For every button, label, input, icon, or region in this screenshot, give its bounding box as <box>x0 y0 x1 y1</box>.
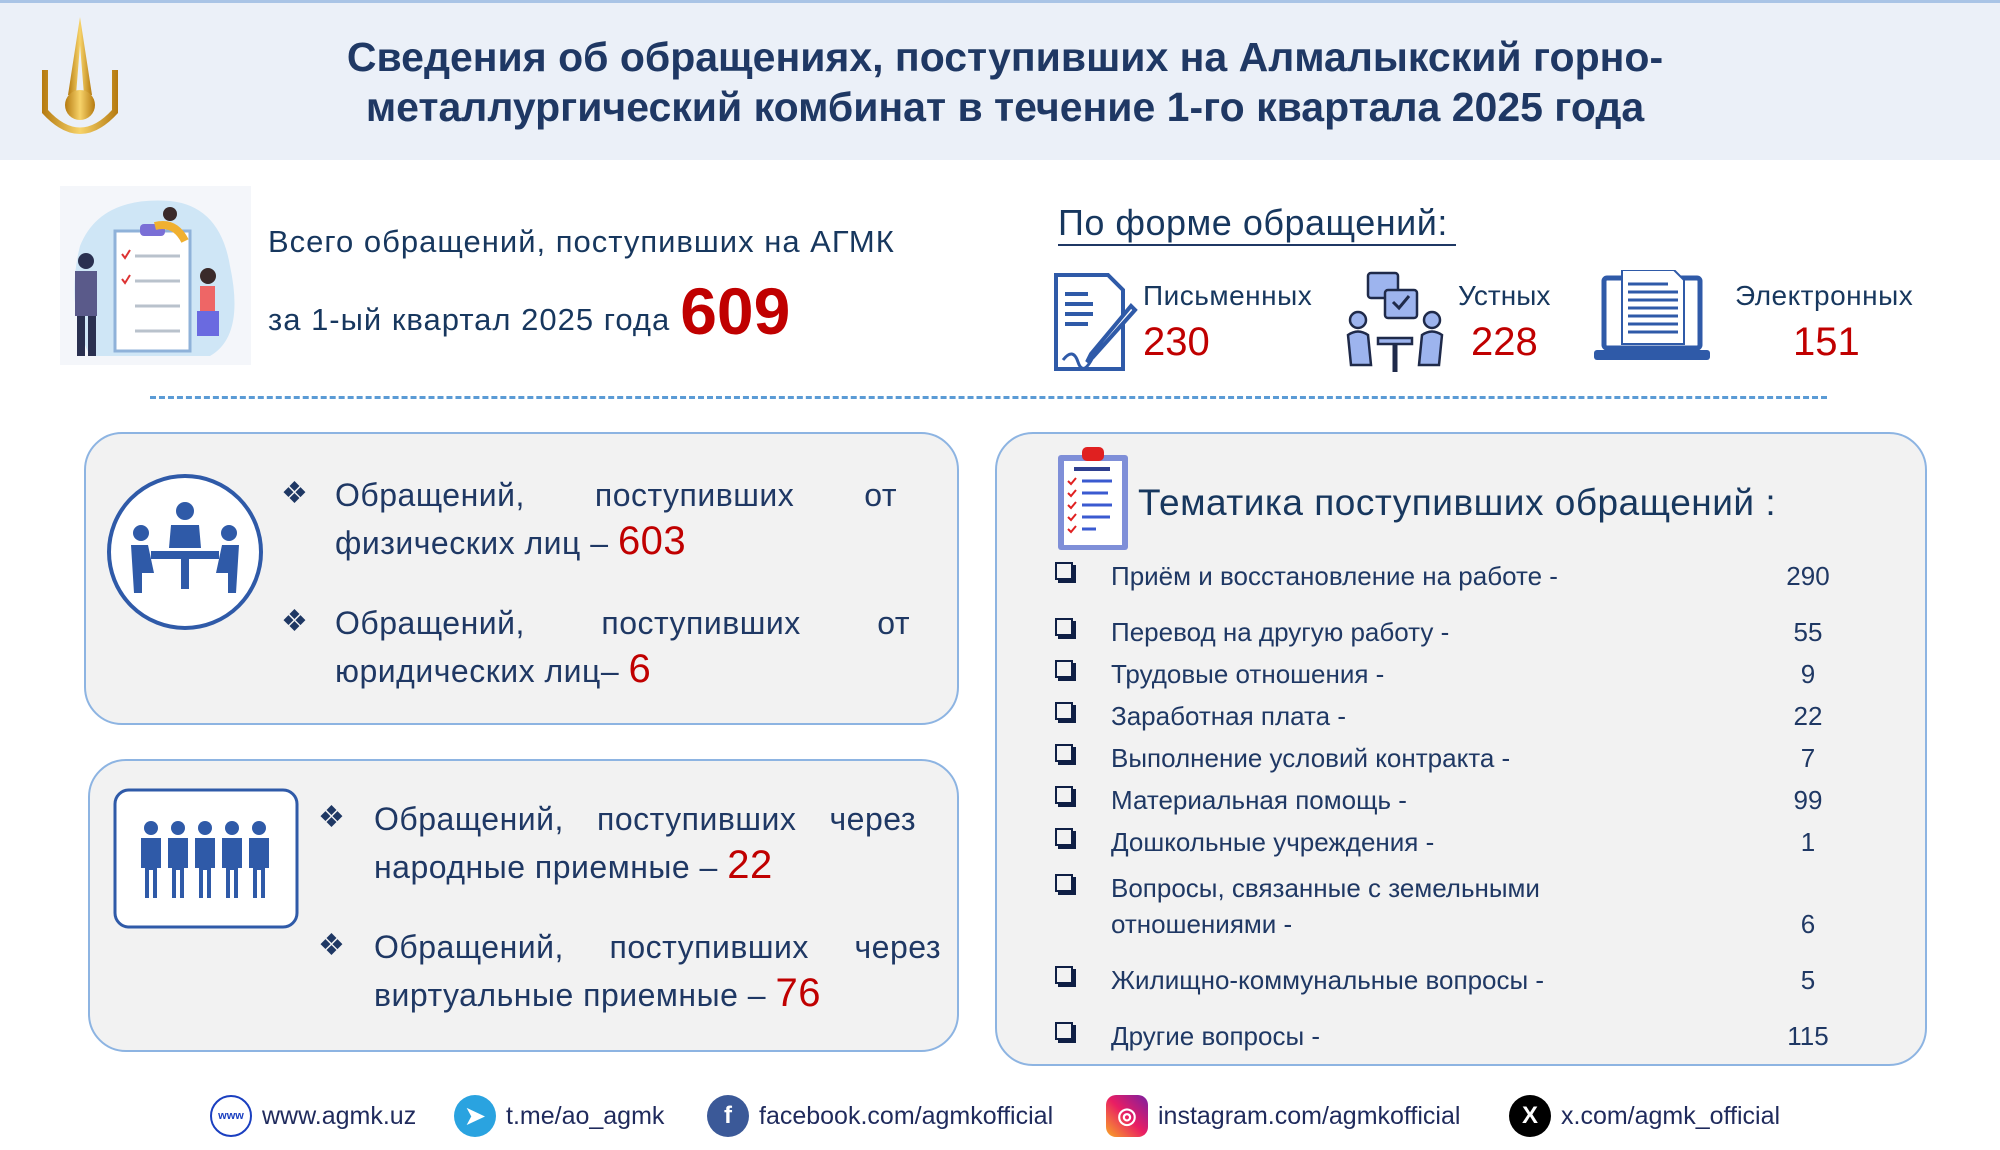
topic-label: Перевод на другую работу - <box>1111 617 1450 647</box>
topic-value: 290 <box>1786 561 1830 591</box>
topic-value: 99 <box>1793 785 1823 815</box>
topics-panel <box>995 432 1927 1066</box>
footer-link-facebook[interactable]: f facebook.com/agmkofficial <box>707 1095 1054 1137</box>
bullet-icon: ❖ <box>281 605 308 638</box>
form-written-label: Письменных <box>1143 280 1313 311</box>
meeting-dialog-icon <box>1346 271 1444 372</box>
legal-entities-line2: юридических лиц– <box>335 653 629 689</box>
public-reception-line1: Обращений, поступивших через <box>374 801 916 837</box>
form-oral-label: Устных <box>1458 280 1551 311</box>
laptop-document-icon <box>1594 270 1710 360</box>
by-form-title: По форме обращений: <box>1058 202 1456 246</box>
agmk-logo-icon <box>42 17 118 134</box>
checklist-people-illustration <box>60 186 251 365</box>
form-electronic-value: 151 <box>1793 320 1860 364</box>
footer-link-website[interactable]: www www.agmk.uz <box>210 1095 417 1137</box>
topic-value: 1 <box>1800 827 1816 857</box>
topic-value: 7 <box>1800 743 1816 773</box>
meeting-circle-icon <box>107 474 263 630</box>
title-line-1: Сведения об обращениях, поступивших на А… <box>346 34 1664 80</box>
footer-link-instagram[interactable]: ◎ instagram.com/agmkofficial <box>1106 1095 1461 1137</box>
checkbox-icon <box>1055 786 1073 804</box>
topic-label: Материальная помощь - <box>1111 785 1407 815</box>
legal-entities-value: 6 <box>628 647 652 691</box>
topic-value: 55 <box>1793 617 1823 647</box>
telegram-icon: ➤ <box>454 1095 496 1137</box>
topic-label: Другие вопросы - <box>1111 1021 1321 1051</box>
footer-link-text: instagram.com/agmkofficial <box>1158 1101 1461 1130</box>
checkbox-icon <box>1055 702 1073 720</box>
total-value: 609 <box>680 274 791 348</box>
virtual-reception-line1: Обращений, поступивших через <box>374 929 941 965</box>
title-line-2: металлургический комбинат в течение 1-го… <box>365 84 1645 130</box>
legal-entities-line1: Обращений, поступивших от <box>335 605 910 641</box>
individuals-line2: физических лиц – <box>335 525 618 561</box>
individuals-line1: Обращений, поступивших от <box>335 477 897 513</box>
footer-link-text: x.com/agmk_official <box>1561 1101 1781 1130</box>
topic-value: 22 <box>1793 701 1823 731</box>
topic-label: Выполнение условий контракта - <box>1111 743 1511 773</box>
checkbox-icon <box>1055 744 1073 762</box>
topic-label: Приём и восстановление на работе - <box>1111 561 1558 591</box>
instagram-icon: ◎ <box>1106 1095 1148 1137</box>
topic-value: 9 <box>1800 659 1816 689</box>
footer-link-telegram[interactable]: ➤ t.me/ao_agmk <box>454 1095 665 1137</box>
topic-value: 6 <box>1800 909 1816 939</box>
public-reception-value: 22 <box>727 843 773 887</box>
topic-label: Заработная плата - <box>1111 701 1346 731</box>
checkbox-icon <box>1055 828 1073 846</box>
applicant-type-panel <box>84 432 959 725</box>
footer-link-text: facebook.com/agmkofficial <box>759 1101 1054 1130</box>
page-title: Сведения об обращениях, поступивших на А… <box>180 32 1830 132</box>
form-oral-value: 228 <box>1471 320 1538 364</box>
public-reception-line2: народные приемные – <box>374 849 728 885</box>
virtual-reception-value: 76 <box>775 971 821 1015</box>
people-group-icon <box>113 788 299 929</box>
x-icon: X <box>1509 1095 1551 1137</box>
form-written-value: 230 <box>1143 320 1210 364</box>
topic-value: 5 <box>1800 965 1816 995</box>
footer-link-text: t.me/ao_agmk <box>506 1101 665 1130</box>
dashed-divider <box>150 396 1827 399</box>
globe-icon: www <box>210 1095 252 1137</box>
facebook-icon: f <box>707 1095 749 1137</box>
topic-label: Жилищно-коммунальные вопросы - <box>1111 965 1545 995</box>
individuals-value: 603 <box>617 519 687 563</box>
form-electronic-label: Электронных <box>1735 280 1914 311</box>
topic-label: Дошкольные учреждения - <box>1111 827 1435 857</box>
topic-value: 115 <box>1787 1021 1829 1051</box>
topics-title: Тематика поступивших обращений : <box>1138 482 1777 523</box>
checkbox-icon <box>1055 618 1073 636</box>
checkbox-icon <box>1055 874 1073 892</box>
total-label-line2: за 1-ый квартал 2025 года <box>268 302 671 337</box>
footer-link-text: www.agmk.uz <box>262 1101 417 1130</box>
virtual-reception-line2: виртуальные приемные – <box>374 977 776 1013</box>
bullet-icon: ❖ <box>318 801 345 834</box>
checkbox-icon <box>1055 966 1073 984</box>
bullet-icon: ❖ <box>281 477 308 510</box>
checkbox-icon <box>1055 660 1073 678</box>
clipboard-checklist-icon <box>1058 447 1128 550</box>
document-pen-icon <box>1054 273 1138 371</box>
topic-label: Вопросы, связанные с земельными <box>1111 873 1540 903</box>
topic-label-cont: отношениями - <box>1111 909 1293 939</box>
topic-label: Трудовые отношения - <box>1111 659 1385 689</box>
total-label-line1: Всего обращений, поступивших на АГМК <box>268 224 895 259</box>
header-band <box>0 0 2000 160</box>
bullet-icon: ❖ <box>318 929 345 962</box>
checkbox-icon <box>1055 562 1073 580</box>
checkbox-icon <box>1055 1022 1073 1040</box>
